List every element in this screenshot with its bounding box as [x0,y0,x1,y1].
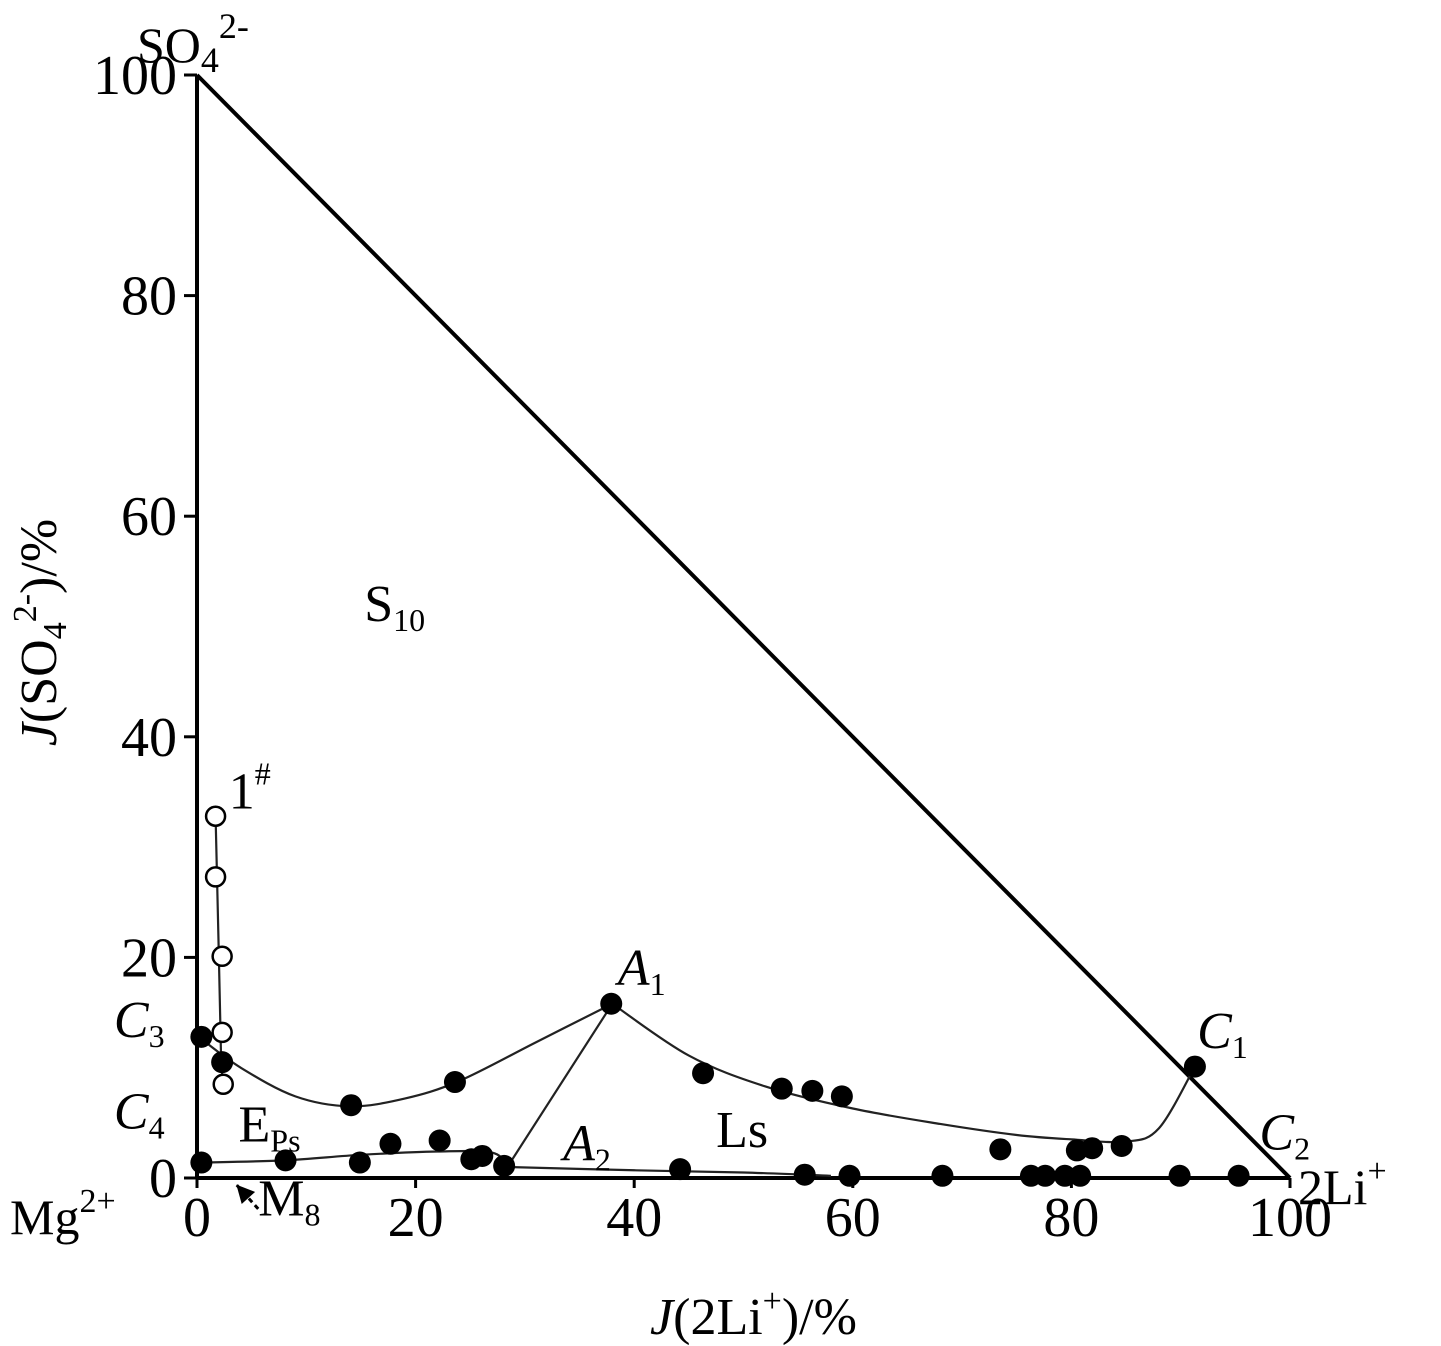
filled-data-point [1168,1164,1191,1187]
filled-data-point [1081,1137,1104,1160]
hypotenuse-line [195,73,1292,1180]
pointer-arrow-head [236,1184,256,1205]
x-tick-label: 0 [183,1187,211,1249]
filled-data-point [1110,1135,1133,1158]
filled-data-point [801,1079,824,1102]
filled-data-point [211,1051,234,1074]
annotation-EPs: EPs [239,1097,301,1159]
filled-data-point [190,1151,213,1174]
filled-data-point [692,1062,715,1085]
x-tick-label: 40 [606,1187,662,1249]
filled-data-point [1053,1164,1076,1187]
filled-data-point [931,1164,954,1187]
phase-boundary-curve [506,1003,614,1168]
filled-data-point [1034,1164,1057,1187]
y-axis-title: J(SO42-)/% [7,519,74,746]
filled-data-point [793,1163,816,1186]
x-tick-label: 80 [1043,1187,1099,1249]
filled-data-point [348,1151,371,1174]
open-data-point [212,1073,234,1095]
filled-data-point [1227,1164,1250,1187]
y-tick-label: 40 [121,707,177,769]
annotation-C4: C4 [114,1083,165,1145]
filled-data-point [493,1154,516,1177]
y-tick-label: 0 [149,1148,177,1210]
y-tick-label: 20 [121,927,177,989]
filled-data-point [471,1144,494,1167]
filled-data-point [830,1085,853,1108]
x-axis-title: J(2Li+)/% [650,1283,857,1346]
corner-label-left: Mg2+ [10,1183,116,1245]
x-tick-label: 100 [1248,1187,1332,1249]
x-tick-label: 20 [388,1187,444,1249]
filled-data-point [428,1129,451,1152]
filled-data-point [989,1138,1012,1161]
phase-curves [200,816,1196,1177]
open-data-point [211,1021,233,1044]
open-data-point [204,866,227,888]
filled-data-point [1183,1055,1206,1078]
annotation-C3: C3 [114,992,165,1054]
open-data-point [211,945,233,968]
annotation-C1: C1 [1197,1003,1248,1065]
annotation-M8: M8 [258,1171,320,1233]
annotation-S10: S10 [364,576,425,638]
annotation-A1: A1 [615,940,666,1002]
filled-data-point [274,1149,297,1172]
filled-data-point [443,1071,466,1094]
filled-data-point [770,1077,793,1100]
phase-boundary-curve [200,1002,613,1108]
filled-data-point [190,1025,213,1048]
plot-axes: 00 20 20 40 40 60 60 80 80 100 100 [93,45,1332,1249]
filled-data-point [1069,1164,1092,1187]
y-tick-label: 80 [121,266,177,328]
y-tick-label: 60 [121,486,177,548]
corner-label-top: SO42- [137,6,249,80]
phase-boundary-curve [611,1002,1196,1144]
filled-data-point [838,1164,861,1187]
annotation-one: 1# [229,755,271,820]
y-tick-label: 100 [93,45,177,107]
filled-data-point [600,992,623,1015]
filled-data-point [379,1132,402,1155]
corner-label-right: 2Li+ [1298,1153,1387,1215]
x-tick-label: 60 [825,1187,881,1249]
annotation-A2: A2 [560,1115,611,1177]
filled-data-point [669,1158,692,1181]
annotation-C2: C2 [1259,1104,1310,1166]
filled-data-point [340,1094,363,1117]
open-data-point [204,805,227,827]
annotation-Ls: Ls [716,1102,768,1159]
data-points [190,805,1250,1187]
